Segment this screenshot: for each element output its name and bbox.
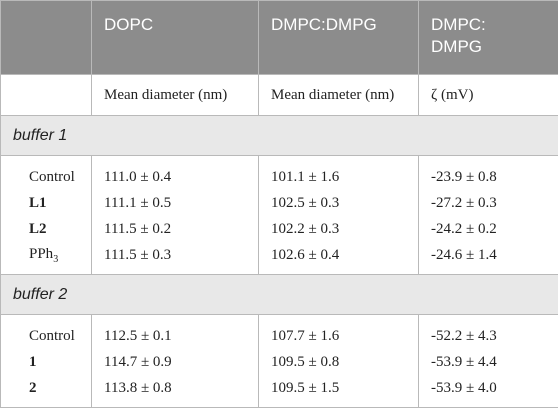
cell-dmpc-dmpg: 109.5 ± 1.5: [258, 375, 419, 408]
cell-dmpc-dmpg: 102.2 ± 0.3: [258, 216, 419, 242]
header-cell-dmpc-dmpg: DMPC:DMPG: [258, 0, 419, 75]
cell-dopc: 111.5 ± 0.3: [91, 242, 259, 275]
subheader-cell-dmpc-dmpg: Mean diameter (nm): [258, 74, 419, 116]
subheader-cell-empty: [0, 74, 92, 116]
subheader-cell-zeta: ζ (mV): [418, 74, 558, 116]
header-line-2: DMPG: [431, 37, 482, 56]
table-row: Control 112.5 ± 0.1 107.7 ± 1.6 -52.2 ± 4.3: [0, 314, 558, 349]
header-row: DOPC DMPC:DMPG DMPC: DMPG: [0, 0, 558, 75]
header-cell-empty: [0, 0, 92, 75]
row-label: L1: [0, 190, 92, 216]
table-row: L2 111.5 ± 0.2 102.2 ± 0.3 -24.2 ± 0.2: [0, 216, 558, 242]
row-label-text: L1: [29, 194, 47, 211]
table-row: PPh3 111.5 ± 0.3 102.6 ± 0.4 -24.6 ± 1.4: [0, 242, 558, 275]
row-label-text: Control: [29, 327, 75, 344]
table-row: Control 111.0 ± 0.4 101.1 ± 1.6 -23.9 ± 0.8: [0, 155, 558, 190]
section-title: buffer 1: [0, 115, 558, 156]
cell-zeta: -53.9 ± 4.0: [418, 375, 558, 408]
cell-dmpc-dmpg: 107.7 ± 1.6: [258, 314, 419, 349]
cell-zeta: -23.9 ± 0.8: [418, 155, 558, 190]
table-row: L1 111.1 ± 0.5 102.5 ± 0.3 -27.2 ± 0.3: [0, 190, 558, 216]
header-cell-dmpc-dmpg-zeta: DMPC: DMPG: [418, 0, 558, 75]
row-label: 1: [0, 349, 92, 375]
cell-dopc: 111.1 ± 0.5: [91, 190, 259, 216]
table-row: 2 113.8 ± 0.8 109.5 ± 1.5 -53.9 ± 4.0: [0, 375, 558, 408]
row-label-text: 2: [29, 379, 37, 396]
cell-dmpc-dmpg: 101.1 ± 1.6: [258, 155, 419, 190]
row-label: Control: [0, 314, 92, 349]
table-row: 1 114.7 ± 0.9 109.5 ± 0.8 -53.9 ± 4.4: [0, 349, 558, 375]
row-label: L2: [0, 216, 92, 242]
cell-dopc: 114.7 ± 0.9: [91, 349, 259, 375]
cell-dmpc-dmpg: 109.5 ± 0.8: [258, 349, 419, 375]
cell-dopc: 111.0 ± 0.4: [91, 155, 259, 190]
cell-zeta: -53.9 ± 4.4: [418, 349, 558, 375]
cell-dopc: 113.8 ± 0.8: [91, 375, 259, 408]
header-cell-dopc: DOPC: [91, 0, 259, 75]
cell-dmpc-dmpg: 102.6 ± 0.4: [258, 242, 419, 275]
cell-zeta: -27.2 ± 0.3: [418, 190, 558, 216]
row-label: Control: [0, 155, 92, 190]
cell-dopc: 111.5 ± 0.2: [91, 216, 259, 242]
row-label: 2: [0, 375, 92, 408]
header-line-1: DMPC:: [431, 15, 486, 34]
subheader-cell-dopc: Mean diameter (nm): [91, 74, 259, 116]
row-label-text: PPh: [29, 245, 54, 262]
row-label-subscript: 3: [53, 253, 59, 265]
row-label-text: L2: [29, 220, 47, 237]
section-row: buffer 2: [0, 274, 558, 315]
section-row: buffer 1: [0, 115, 558, 156]
subheader-row: Mean diameter (nm) Mean diameter (nm) ζ …: [0, 74, 558, 116]
cell-zeta: -52.2 ± 4.3: [418, 314, 558, 349]
section-title: buffer 2: [0, 274, 558, 315]
cell-zeta: -24.6 ± 1.4: [418, 242, 558, 275]
cell-dmpc-dmpg: 102.5 ± 0.3: [258, 190, 419, 216]
cell-dopc: 112.5 ± 0.1: [91, 314, 259, 349]
row-label-text: Control: [29, 168, 75, 185]
row-label: PPh3: [0, 242, 92, 275]
row-label-text: 1: [29, 353, 37, 370]
cell-zeta: -24.2 ± 0.2: [418, 216, 558, 242]
